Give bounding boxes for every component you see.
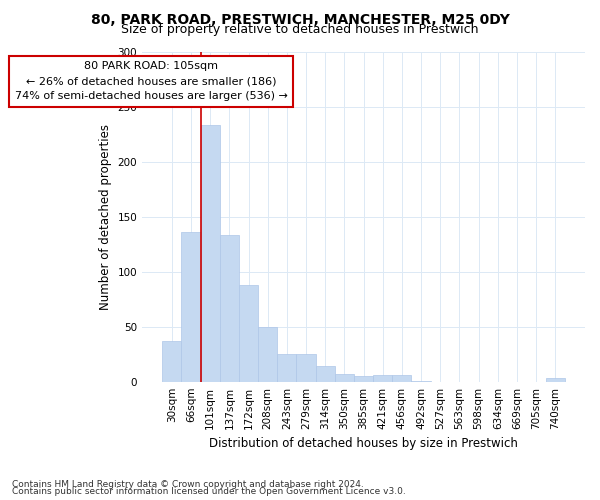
Bar [200, 125, 220, 382]
Bar [162, 341, 181, 382]
Bar [277, 354, 296, 382]
Bar [316, 366, 335, 382]
Bar [335, 374, 354, 382]
Bar [545, 378, 565, 382]
Y-axis label: Number of detached properties: Number of detached properties [99, 124, 112, 310]
Bar [220, 236, 239, 382]
Text: Contains HM Land Registry data © Crown copyright and database right 2024.: Contains HM Land Registry data © Crown c… [12, 480, 364, 489]
Bar [239, 285, 258, 382]
Text: Size of property relative to detached houses in Prestwich: Size of property relative to detached ho… [121, 22, 479, 36]
Bar [181, 232, 200, 382]
Text: Contains public sector information licensed under the Open Government Licence v3: Contains public sector information licen… [12, 487, 406, 496]
Bar [258, 326, 277, 382]
Bar [392, 375, 412, 382]
Bar [412, 380, 431, 382]
Bar [373, 375, 392, 382]
Bar [296, 354, 316, 382]
Text: 80 PARK ROAD: 105sqm
← 26% of detached houses are smaller (186)
74% of semi-deta: 80 PARK ROAD: 105sqm ← 26% of detached h… [14, 62, 287, 101]
Bar [354, 376, 373, 382]
Text: 80, PARK ROAD, PRESTWICH, MANCHESTER, M25 0DY: 80, PARK ROAD, PRESTWICH, MANCHESTER, M2… [91, 12, 509, 26]
X-axis label: Distribution of detached houses by size in Prestwich: Distribution of detached houses by size … [209, 437, 518, 450]
